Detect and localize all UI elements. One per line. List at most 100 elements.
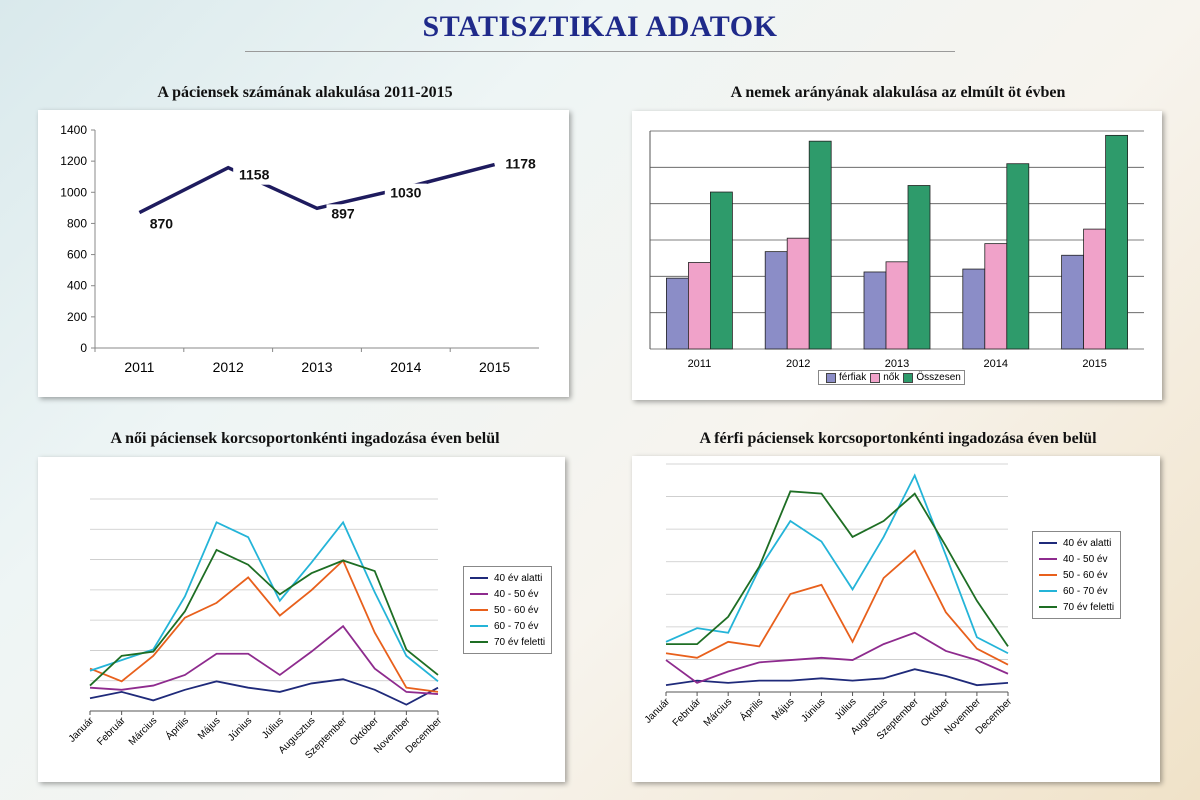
- bar-férfiak: [962, 268, 986, 350]
- legend-line-50-60-év: [470, 609, 488, 611]
- data-label-bg: [326, 204, 360, 224]
- bar-férfiak: [666, 277, 689, 350]
- legend-item: 50 - 60 év: [1039, 567, 1114, 583]
- legend-swatch-összesen: [903, 372, 914, 383]
- x-tick-label: 2011: [688, 358, 712, 370]
- legend-item: 70 év feletti: [470, 634, 545, 650]
- y-tick-label: 1000: [60, 185, 87, 199]
- x-tick-label: 2012: [786, 358, 810, 370]
- x-tick-label: 2015: [1082, 358, 1106, 370]
- legend-label: Összesen: [916, 372, 961, 383]
- legend-swatch-nők: [870, 372, 881, 383]
- legend-label: nők: [883, 372, 900, 383]
- gender-bar-chart: 2011 2012 2013 2014 2015: [649, 130, 1144, 370]
- legend-item: 70 év feletti: [1039, 599, 1114, 615]
- chart-title-patients: A páciensek számának alakulása 2011-2015: [157, 84, 453, 101]
- legend-label: 70 év feletti: [1063, 601, 1115, 613]
- chart-title-female-age: A női páciensek korcsoportonkénti ingado…: [110, 430, 500, 447]
- data-label: 897: [331, 205, 355, 221]
- x-tick-label: 2012: [213, 359, 244, 375]
- x-tick-label: Április: [737, 695, 765, 723]
- x-tick-label: Május: [770, 696, 797, 723]
- legend-label: 60 - 70 év: [494, 620, 539, 632]
- legend-item: 40 év alatti: [470, 570, 545, 586]
- series-line-40-50-év: [665, 631, 1009, 684]
- legend-item: 40 - 50 év: [470, 586, 545, 602]
- x-tick-label: 2015: [479, 359, 510, 375]
- x-tick-label: Január: [67, 715, 97, 745]
- legend-label: 40 - 50 év: [494, 588, 539, 600]
- data-label: 870: [150, 216, 174, 232]
- y-tick-label: 600: [67, 248, 87, 262]
- legend-line-40-50-év: [470, 593, 488, 595]
- patients-series-line: [138, 162, 496, 215]
- legend-line-70-év-feletti: [470, 641, 488, 643]
- x-tick-label: Április: [163, 714, 191, 742]
- x-tick-label: Július: [260, 715, 286, 741]
- series-line-40-50-év: [89, 624, 439, 695]
- data-label: 1158: [239, 167, 270, 183]
- chart-panel-gender: 2011 2012 2013 2014 2015 férfiak nők Összesen: [632, 111, 1162, 400]
- legend-line-40-év-alatti: [470, 577, 488, 579]
- chart-panel-patients: 0 200 400 600 800 1000 1200 1400 2011 2012 2013 201…: [38, 110, 569, 397]
- x-tick-label: 2013: [885, 358, 909, 370]
- x-tick-label: Július: [833, 696, 859, 722]
- data-label-bg: [499, 154, 542, 174]
- legend-line-40-50-év: [1039, 558, 1057, 560]
- series-line-40-év-alatti: [89, 678, 439, 706]
- legend-label: 50 - 60 év: [494, 604, 539, 616]
- series-line-50-60-év: [665, 549, 1009, 666]
- series-line-40-év-alatti: [665, 668, 1009, 687]
- x-tick-label: 2011: [124, 359, 154, 375]
- chart-title-male-age: A férfi páciensek korcsoportonkénti inga…: [699, 430, 1097, 447]
- x-tick-label: Március: [702, 696, 735, 729]
- x-tick-label: 2013: [301, 359, 332, 375]
- data-label-bg: [384, 183, 427, 203]
- data-label-bg: [233, 165, 276, 185]
- bar-összesen: [710, 191, 733, 350]
- chart-panel-male-age: Január Február Március Április Május Június Jú…: [632, 456, 1160, 782]
- legend-label: 40 év alatti: [1063, 537, 1112, 549]
- series-line-60-70-év: [89, 520, 439, 683]
- x-tick-label: 2014: [984, 358, 1008, 370]
- series-line-70-év-feletti: [666, 490, 1009, 647]
- y-tick-label: 800: [67, 216, 87, 230]
- y-tick-label: 200: [67, 310, 87, 324]
- legend-item: 40 év alatti: [1039, 535, 1114, 551]
- y-tick-label: 0: [80, 341, 87, 355]
- bar-összesen: [1006, 163, 1030, 350]
- legend-line-60-70-év: [470, 625, 488, 627]
- chart-title-gender: A nemek arányának alakulása az elmúlt öt…: [730, 84, 1066, 101]
- bar-nők: [885, 261, 909, 350]
- x-tick-label: Január: [643, 696, 673, 726]
- bar-férfiak: [863, 271, 887, 350]
- chart-panel-female-age: Január Február Március Április Május Június Jú…: [38, 457, 565, 782]
- y-tick-label: 1400: [60, 123, 87, 137]
- bar-összesen: [1105, 134, 1129, 350]
- x-tick-label: Március: [127, 715, 160, 748]
- female-age-line-chart: Január Február Március Április Május Június Jú…: [67, 498, 445, 761]
- patients-line-chart: 0 200 400 600 800 1000 1200 1400 2011 2012 2013 201…: [60, 123, 542, 375]
- legend-line-70-év-feletti: [1039, 606, 1057, 608]
- legend-line-60-70-év: [1039, 590, 1057, 592]
- title-divider: [245, 51, 955, 52]
- legend-line-40-év-alatti: [1039, 542, 1057, 544]
- bar-férfiak: [1061, 254, 1085, 350]
- y-tick-label: 400: [67, 279, 87, 293]
- x-tick-label: Május: [196, 715, 223, 742]
- bar-nők: [786, 237, 810, 350]
- legend-line-50-60-év: [1039, 574, 1057, 576]
- bar-férfiak: [764, 251, 788, 350]
- legend-item: 60 - 70 év: [1039, 583, 1114, 599]
- male-age-legend: 40 év alatti 40 - 50 év 50 - 60 év 60 - 70 …: [1032, 531, 1122, 619]
- bar-összesen: [907, 185, 931, 350]
- bar-összesen: [808, 140, 832, 350]
- data-label: 1178: [505, 156, 536, 172]
- legend-label: 60 - 70 év: [1063, 585, 1108, 597]
- x-tick-label: Február: [671, 696, 704, 729]
- legend-label: 40 - 50 év: [1063, 553, 1108, 565]
- bar-nők: [984, 243, 1008, 350]
- legend-item: 40 - 50 év: [1039, 551, 1114, 567]
- page-title: STATISZTIKAI ADATOK: [422, 10, 778, 43]
